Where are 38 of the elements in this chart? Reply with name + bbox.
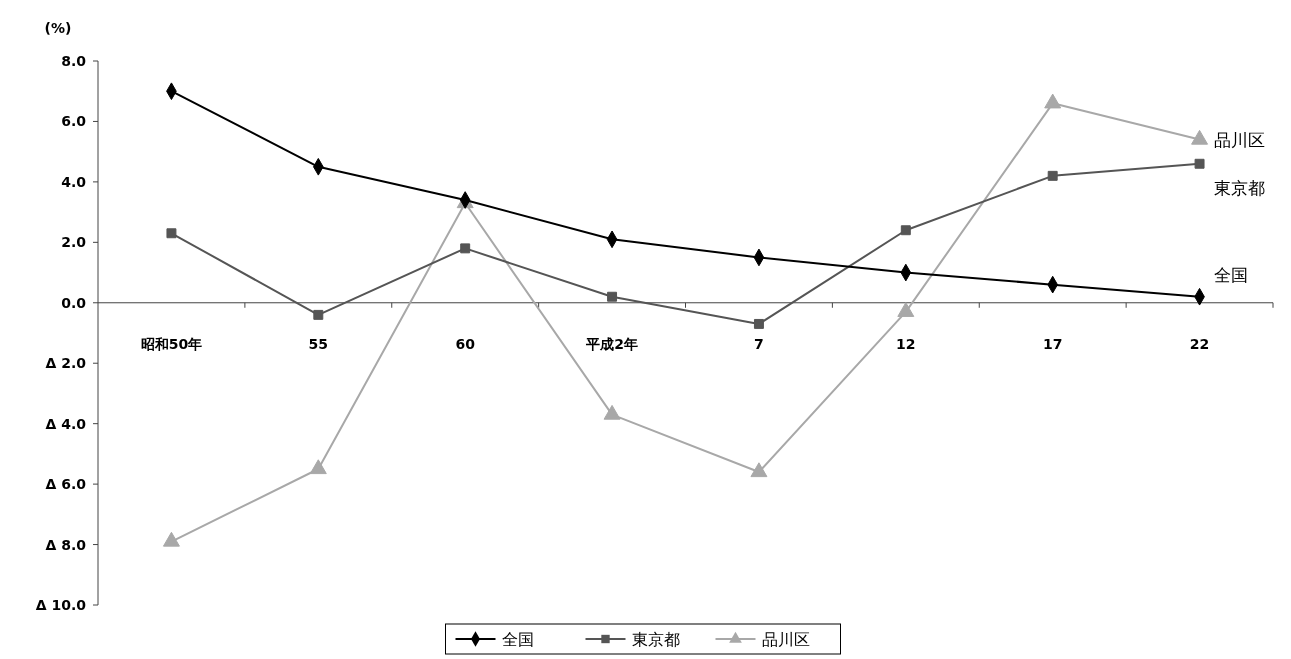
point [162, 531, 180, 547]
point [900, 225, 911, 236]
y-tick-label: 2.0 [61, 234, 87, 251]
y-axis-title: (%) [44, 20, 72, 36]
point [1047, 170, 1058, 181]
y-tick-label: 6.0 [61, 113, 87, 130]
point [166, 228, 177, 239]
legend-label: 品川区 [761, 630, 810, 649]
text: 品川区 [1213, 129, 1265, 150]
x-tick-label: 7 [754, 335, 764, 352]
text: 東京都 [1213, 177, 1265, 198]
y-tick-label: 4.0 [61, 173, 87, 190]
y-tick-label: 8.0 [61, 53, 87, 69]
x-tick-label: 平成2年 [585, 335, 638, 352]
y-tick-label: Δ 2.0 [45, 355, 87, 372]
legend-label: 東京都 [631, 630, 680, 649]
point [753, 318, 764, 329]
point [1194, 158, 1205, 169]
point [309, 459, 327, 475]
y-tick-label: 0.0 [61, 294, 87, 311]
x-tick-label: 55 [308, 335, 329, 352]
point [897, 302, 915, 317]
y-tick-label: Δ 10.0 [35, 597, 87, 613]
x-tick-label: 17 [1042, 335, 1063, 352]
point [607, 291, 618, 302]
point [313, 309, 324, 320]
y-tick-label: Δ 4.0 [45, 415, 87, 432]
y-tick-label: Δ 8.0 [45, 536, 87, 553]
x-tick-label: 60 [455, 335, 476, 352]
y-tick-label: Δ 6.0 [45, 476, 87, 493]
point [460, 243, 471, 254]
text: 全国 [1213, 264, 1248, 285]
x-tick-label: 昭和50年 [140, 335, 203, 352]
point [603, 404, 621, 420]
x-tick-label: 22 [1189, 335, 1210, 352]
legend-label: 全国 [501, 630, 534, 649]
x-tick-label: 12 [896, 335, 916, 352]
point [750, 462, 768, 478]
